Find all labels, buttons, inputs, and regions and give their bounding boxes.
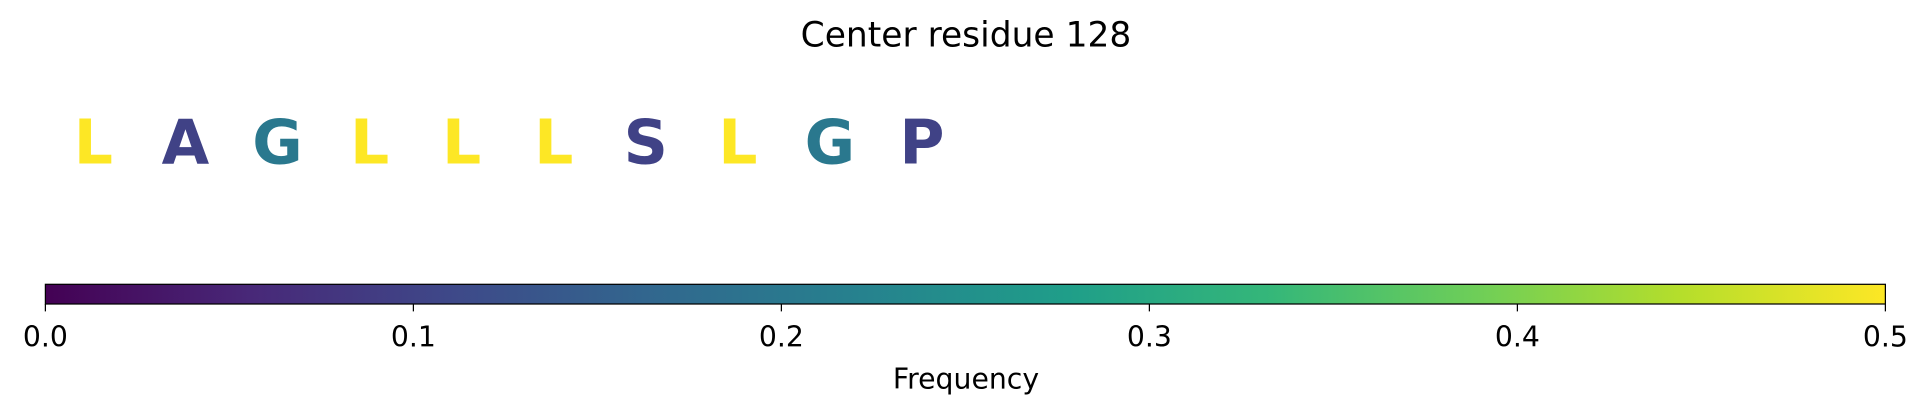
colorbar	[44, 283, 1886, 305]
x-tick-label: 0.2	[759, 320, 804, 353]
x-axis-label: Frequency	[893, 362, 1039, 395]
x-tick-label: 0.3	[1127, 320, 1172, 353]
residue-letter: L	[74, 107, 113, 179]
x-tick-label: 0.1	[391, 320, 436, 353]
residue-letter: L	[442, 107, 481, 179]
residue-letter: L	[718, 107, 757, 179]
residue-letter: G	[805, 107, 856, 179]
x-tick-label: 0.5	[1863, 320, 1908, 353]
residue-letter: G	[252, 107, 302, 179]
residue-letter: A	[162, 107, 210, 179]
residue-letter: L	[350, 107, 389, 179]
x-tick-label: 0.0	[23, 320, 68, 353]
residue-letter: P	[899, 107, 944, 179]
chart-title: Center residue 128	[801, 15, 1132, 55]
residue-letter: L	[534, 107, 573, 179]
residue-letter: S	[624, 107, 668, 179]
x-tick-label: 0.4	[1495, 320, 1540, 353]
